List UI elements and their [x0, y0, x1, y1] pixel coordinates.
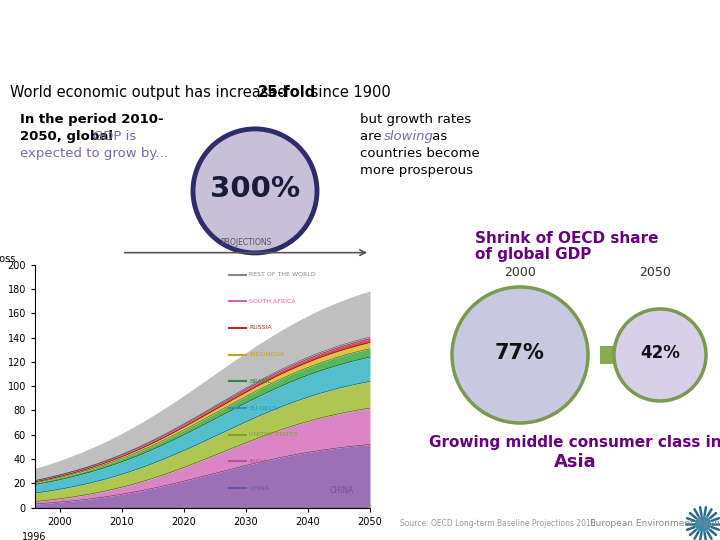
Text: INDONESIA: INDONESIA — [249, 352, 284, 357]
Text: 42%: 42% — [640, 344, 680, 362]
Text: UNITED STATES: UNITED STATES — [249, 433, 298, 437]
Text: GDP is: GDP is — [93, 130, 136, 143]
Text: Source: OECD Long-term Baseline Projections 2010: Source: OECD Long-term Baseline Projecti… — [400, 519, 595, 528]
Text: of global GDP: of global GDP — [475, 247, 591, 262]
Circle shape — [193, 129, 317, 253]
Text: EU-OECD: EU-OECD — [249, 406, 278, 410]
Text: SOUTH AFRICA: SOUTH AFRICA — [249, 299, 296, 303]
Text: PROJECTIONS: PROJECTIONS — [220, 238, 271, 247]
Circle shape — [614, 309, 706, 401]
Text: CHINA: CHINA — [330, 486, 354, 495]
Text: more prosperous: more prosperous — [360, 164, 473, 177]
Text: 25-fold: 25-fold — [258, 85, 316, 100]
Text: 2050: 2050 — [639, 266, 671, 279]
Text: RUSSIA: RUSSIA — [249, 326, 272, 330]
Text: countries become: countries become — [360, 147, 480, 160]
Text: expected to grow by...: expected to grow by... — [20, 147, 168, 160]
Text: are: are — [360, 130, 386, 143]
Text: INDIA: INDIA — [249, 459, 267, 464]
Text: BRAZIL: BRAZIL — [249, 379, 271, 384]
Text: Asia: Asia — [554, 453, 596, 471]
Text: slowing: slowing — [384, 130, 434, 143]
FancyArrow shape — [600, 344, 634, 366]
Text: as: as — [428, 130, 447, 143]
Text: World economic output has increased: World economic output has increased — [10, 85, 292, 100]
Text: In the period 2010-: In the period 2010- — [20, 113, 163, 126]
Text: 1996: 1996 — [22, 532, 46, 540]
Text: 300%: 300% — [210, 175, 300, 203]
Text: 77%: 77% — [495, 343, 545, 363]
Text: 2000: 2000 — [504, 266, 536, 279]
Text: European Environment Agency: European Environment Agency — [590, 519, 720, 528]
Text: GMT 5: Continued economic growth?: GMT 5: Continued economic growth? — [9, 16, 354, 34]
Circle shape — [695, 516, 711, 532]
Text: GMT 6: An increasingly multipolar world: GMT 6: An increasingly multipolar world — [9, 52, 385, 71]
Text: since 1900: since 1900 — [306, 85, 391, 100]
Text: REST OF THE WORLD: REST OF THE WORLD — [249, 272, 316, 277]
Text: Growing middle consumer class in: Growing middle consumer class in — [428, 435, 720, 450]
Text: but growth rates: but growth rates — [360, 113, 472, 126]
Circle shape — [452, 287, 588, 423]
Text: Gross: Gross — [0, 254, 15, 265]
Text: CHINA: CHINA — [249, 485, 269, 491]
Text: 2050, global: 2050, global — [20, 130, 117, 143]
Text: Shrink of OECD share: Shrink of OECD share — [475, 231, 659, 246]
